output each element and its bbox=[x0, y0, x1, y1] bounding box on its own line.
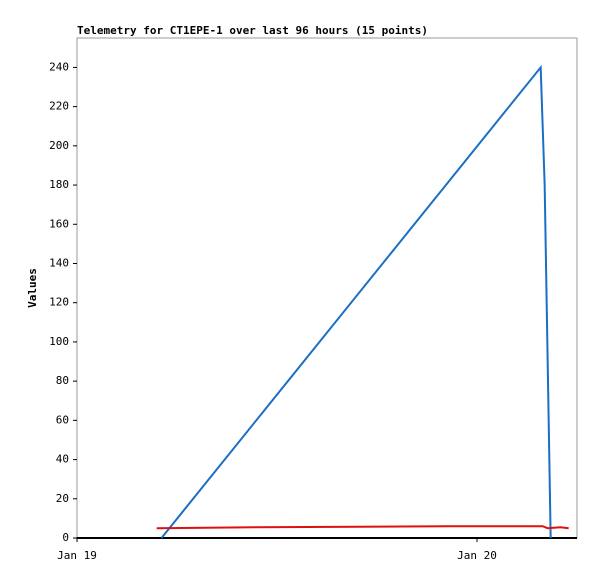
y-tick-label: 60 bbox=[56, 413, 69, 426]
chart-title: Telemetry for CT1EPE-1 over last 96 hour… bbox=[77, 24, 428, 37]
series-line bbox=[160, 64, 552, 539]
y-tick-label: 0 bbox=[62, 531, 69, 544]
y-tick-label: 80 bbox=[56, 374, 69, 387]
y-tick-label: 120 bbox=[49, 296, 69, 309]
series-line bbox=[156, 525, 569, 530]
x-tick-label: Jan 20 bbox=[457, 549, 497, 562]
y-tick-label: 100 bbox=[49, 335, 69, 348]
plot-area bbox=[76, 37, 578, 539]
y-tick-label: 180 bbox=[49, 178, 69, 191]
y-tick-label: 40 bbox=[56, 453, 69, 466]
y-tick-label: 200 bbox=[49, 139, 69, 152]
y-tick-label: 140 bbox=[49, 256, 69, 269]
x-tick-label: Jan 19 bbox=[57, 549, 97, 562]
y-tick-label: 240 bbox=[49, 60, 69, 73]
y-tick-label: 20 bbox=[56, 492, 69, 505]
y-tick-label: 160 bbox=[49, 217, 69, 230]
y-axis-label: Values bbox=[26, 268, 39, 308]
y-tick-label: 220 bbox=[49, 100, 69, 113]
